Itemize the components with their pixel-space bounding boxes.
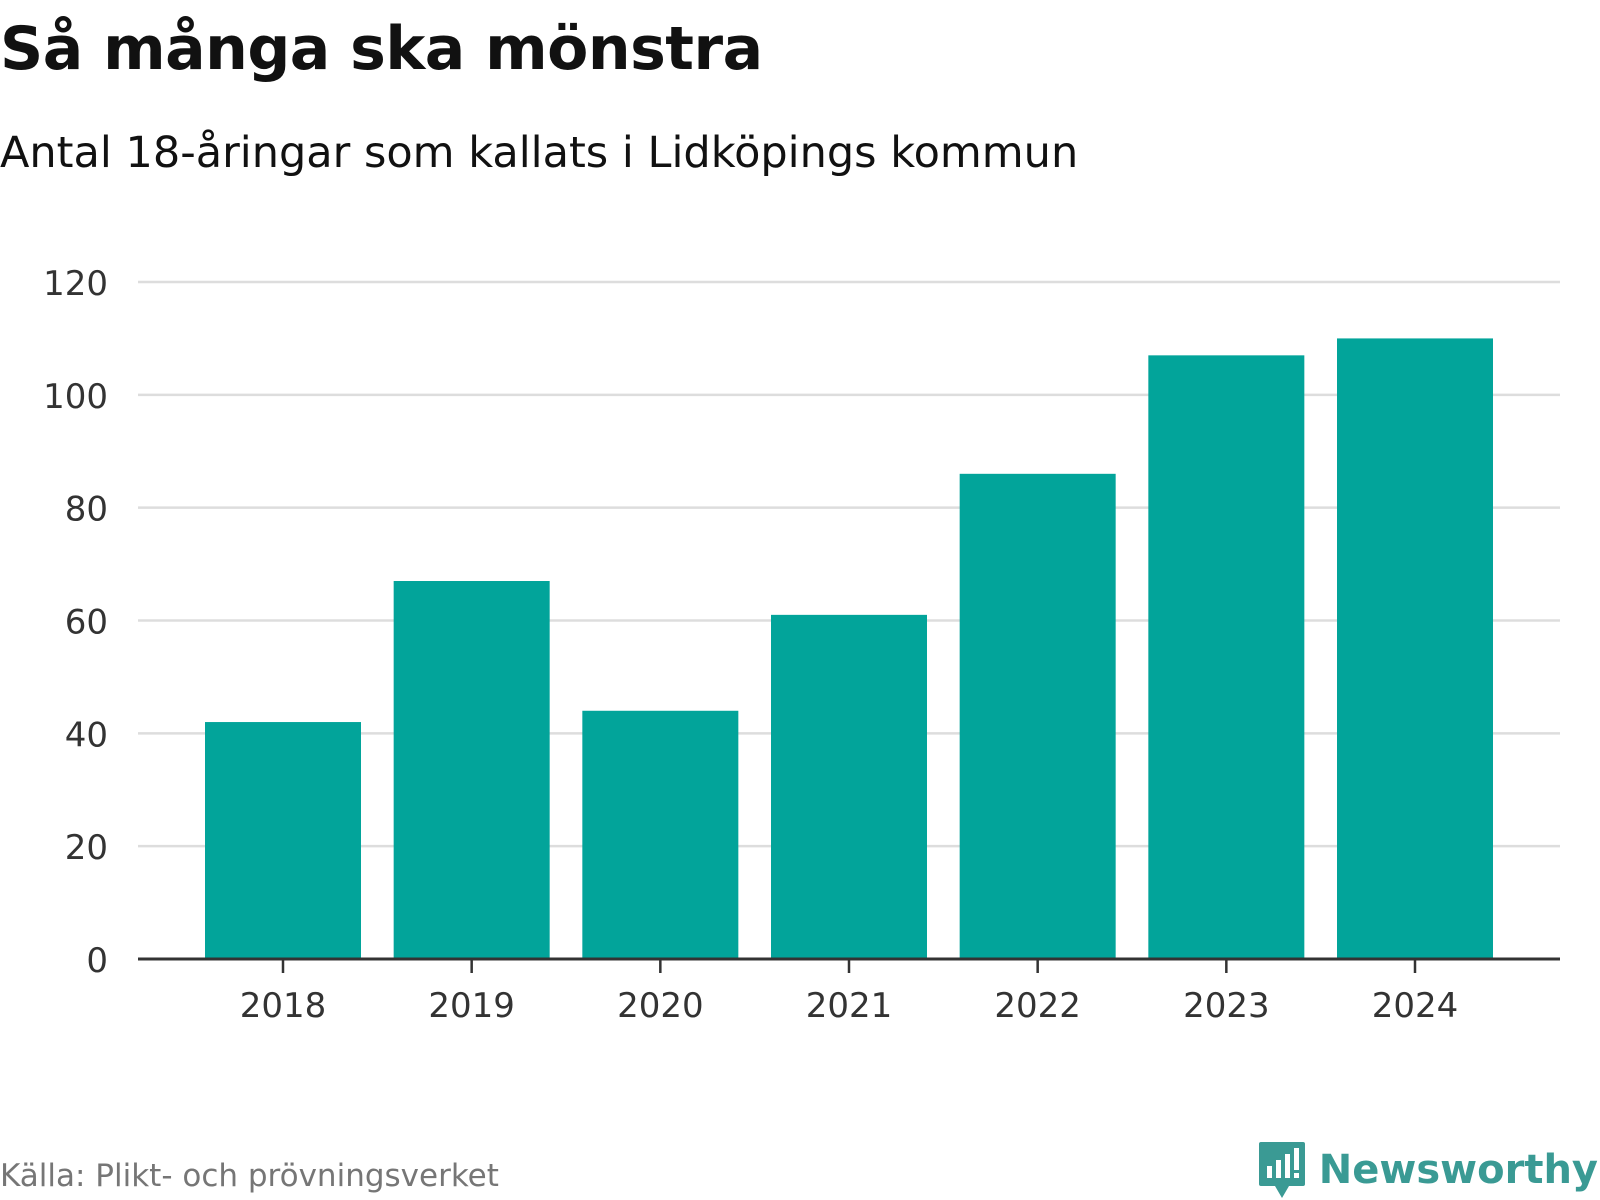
- bar-2018[interactable]: [205, 722, 361, 959]
- y-tick-label: 40: [65, 715, 108, 755]
- chart-subtitle: Antal 18-åringar som kallats i Lidköping…: [0, 128, 1079, 178]
- x-tick-label: 2018: [240, 986, 327, 1026]
- x-tick-label: 2021: [806, 986, 893, 1026]
- bar-2019[interactable]: [393, 581, 550, 959]
- y-tick-label: 100: [43, 377, 108, 417]
- source-note: Källa: Plikt- och prövningsverket: [0, 1158, 499, 1194]
- bar-chart: 0 20 40 60 80 100 120 2018 2019 2020 2021 2022 2023 2…: [43, 264, 1560, 1026]
- bar-2021[interactable]: [771, 614, 927, 959]
- bar-2022[interactable]: [959, 473, 1116, 959]
- brand-name: Newsworthy: [1318, 1147, 1598, 1193]
- y-tick-label: 60: [65, 603, 108, 643]
- y-tick-label: 0: [86, 941, 108, 981]
- axes: 0 20 40 60 80 100 120 2018 2019 2020 2021 2022 2023 2…: [43, 264, 1560, 1026]
- x-tick-label: 2022: [994, 986, 1081, 1026]
- y-tick-label: 120: [43, 264, 108, 304]
- bar-2024[interactable]: [1337, 338, 1493, 960]
- bars: [205, 338, 1493, 960]
- chart-title: Så många ska mönstra: [0, 14, 763, 84]
- brand-logo: Newsworthy: [1257, 1140, 1598, 1200]
- newsworthy-bar-chart-logo-icon: [1258, 1142, 1305, 1198]
- x-tick-label: 2024: [1372, 986, 1459, 1026]
- y-tick-label: 20: [65, 828, 108, 868]
- x-tick-label: 2019: [428, 986, 515, 1026]
- y-tick-label: 80: [65, 490, 108, 530]
- x-tick-label: 2020: [617, 986, 704, 1026]
- bar-2023[interactable]: [1148, 355, 1305, 959]
- x-tick-label: 2023: [1183, 986, 1270, 1026]
- bar-2020[interactable]: [582, 710, 739, 959]
